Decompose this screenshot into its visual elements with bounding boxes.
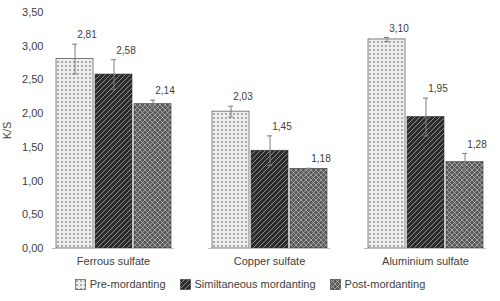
svg-text:2,14: 2,14 [155,85,175,96]
svg-text:Copper sulfate: Copper sulfate [234,255,306,267]
svg-text:2,00: 2,00 [22,107,43,119]
svg-text:2,58: 2,58 [116,45,136,56]
svg-text:Aluminium sulfate: Aluminium sulfate [382,255,469,267]
html-text:Similtaneous mordanting: Similtaneous mordanting [194,278,316,290]
svg-text:2,50: 2,50 [22,73,43,85]
svg-text:1,45: 1,45 [272,121,292,132]
svg-text:1,95: 1,95 [428,83,448,94]
svg-text:1,28: 1,28 [467,139,487,150]
html-text:Pre-mordanting: Pre-mordanting [89,278,166,290]
svg-text:3,00: 3,00 [22,40,43,52]
svg-text:1,50: 1,50 [22,141,43,153]
svg-text:0,50: 0,50 [22,208,43,220]
html-text:Post-mordanting: Post-mordanting [344,278,426,290]
svg-text:K/S: K/S [1,122,13,140]
svg-text:1,00: 1,00 [22,175,43,187]
svg-text:3,50: 3,50 [22,6,43,18]
svg-text:0,00: 0,00 [22,242,43,254]
svg-text:1,18: 1,18 [311,153,331,164]
svg-text:3,10: 3,10 [389,23,409,34]
svg-text:2,81: 2,81 [77,29,97,40]
svg-text:Ferrous sulfate: Ferrous sulfate [77,255,150,267]
svg-text:2,03: 2,03 [233,91,253,102]
